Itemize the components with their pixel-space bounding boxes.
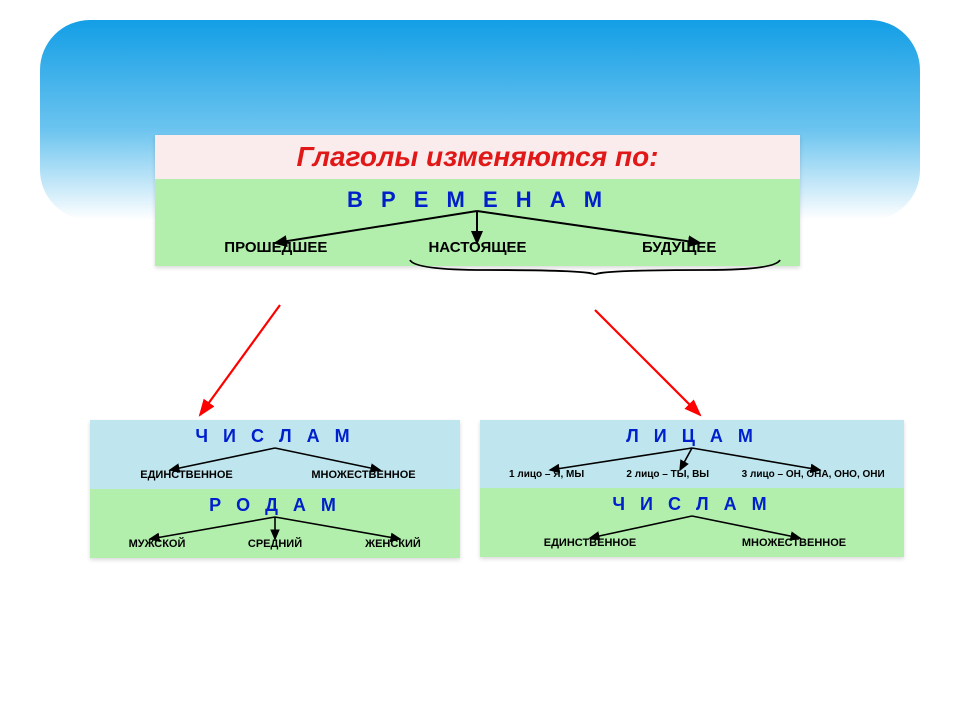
main-block: Глаголы изменяются по: В Р Е М Е Н А М П… bbox=[155, 135, 800, 266]
numbers-heading-right: Ч И С Л А М bbox=[480, 494, 904, 515]
genders-arrows-icon bbox=[90, 515, 460, 543]
persons-arrows-icon bbox=[480, 446, 904, 474]
title-strip: Глаголы изменяются по: bbox=[155, 135, 800, 179]
numbers-panel-right: Ч И С Л А М ЕДИНСТВЕННОЕ МНОЖЕСТВЕННОЕ bbox=[480, 488, 904, 557]
left-block: Ч И С Л А М ЕДИНСТВЕННОЕ МНОЖЕСТВЕННОЕ Р… bbox=[90, 420, 460, 558]
connector-right-icon bbox=[580, 305, 720, 430]
genders-heading: Р О Д А М bbox=[90, 495, 460, 516]
connector-left-icon bbox=[180, 300, 300, 430]
title-text: Глаголы изменяются по: bbox=[296, 141, 658, 172]
right-block: Л И Ц А М 1 лицо – Я, МЫ 2 лицо – ТЫ, ВЫ… bbox=[480, 420, 904, 557]
tenses-panel: В Р Е М Е Н А М ПРОШЕДШЕЕ НАСТОЯЩЕЕ БУДУ… bbox=[155, 179, 800, 266]
numbers-arrows-right-icon bbox=[480, 514, 904, 542]
tenses-arrows-icon bbox=[155, 209, 800, 249]
brace-icon bbox=[155, 258, 800, 280]
numbers-arrows-icon bbox=[90, 446, 460, 474]
persons-panel: Л И Ц А М 1 лицо – Я, МЫ 2 лицо – ТЫ, ВЫ… bbox=[480, 420, 904, 488]
numbers-panel-left: Ч И С Л А М ЕДИНСТВЕННОЕ МНОЖЕСТВЕННОЕ bbox=[90, 420, 460, 489]
genders-panel: Р О Д А М МУЖСКОЙ СРЕДНИЙ ЖЕНСКИЙ bbox=[90, 489, 460, 558]
